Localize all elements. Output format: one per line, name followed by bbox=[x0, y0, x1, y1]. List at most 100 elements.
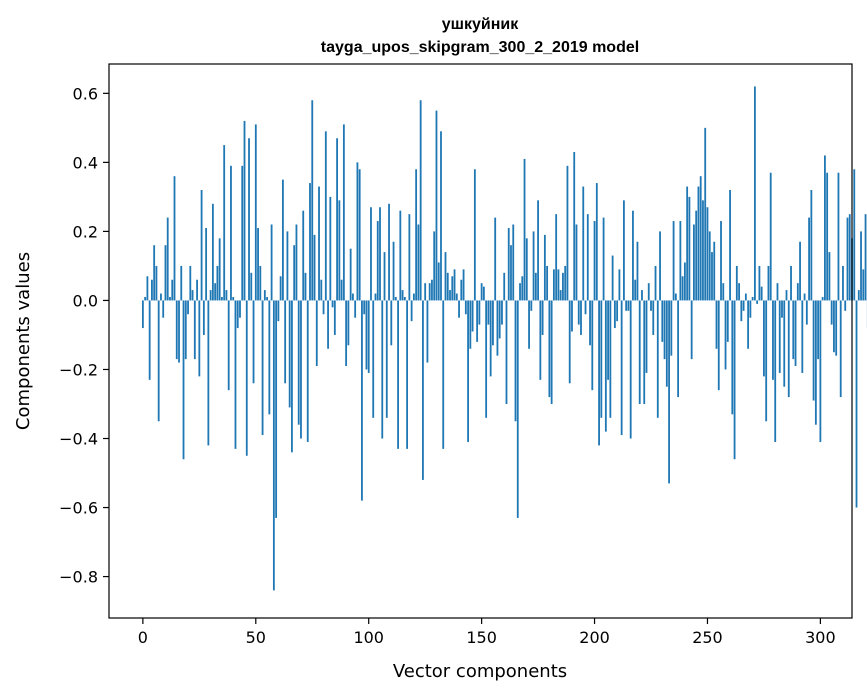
bar-268 bbox=[747, 300, 750, 349]
bar-132 bbox=[440, 131, 442, 301]
bar-103 bbox=[374, 293, 377, 301]
bar-185 bbox=[559, 290, 562, 301]
bar-192 bbox=[575, 224, 578, 301]
bar-82 bbox=[327, 300, 329, 349]
x-tick-label: 250 bbox=[692, 628, 723, 647]
bar-295 bbox=[808, 217, 810, 301]
bar-125 bbox=[424, 283, 427, 301]
bar-157 bbox=[496, 300, 499, 356]
bar-150 bbox=[480, 283, 483, 301]
bar-172 bbox=[530, 300, 533, 311]
bar-101 bbox=[370, 207, 372, 301]
bar-130 bbox=[435, 110, 438, 301]
bar-23 bbox=[193, 300, 196, 360]
bar-68 bbox=[295, 224, 298, 301]
bar-308 bbox=[837, 172, 840, 301]
bar-216 bbox=[629, 300, 632, 439]
bar-281 bbox=[776, 283, 779, 301]
bar-195 bbox=[582, 186, 585, 301]
bar-266 bbox=[742, 300, 745, 311]
bar-85 bbox=[333, 300, 336, 335]
bar-110 bbox=[390, 300, 393, 346]
bar-184 bbox=[557, 269, 560, 301]
bar-300 bbox=[819, 300, 822, 442]
bar-176 bbox=[539, 300, 542, 380]
bar-59 bbox=[275, 300, 278, 518]
bar-77 bbox=[315, 300, 318, 367]
bar-170 bbox=[525, 238, 528, 301]
bar-22 bbox=[191, 290, 194, 301]
bar-190 bbox=[571, 300, 573, 332]
bar-115 bbox=[401, 290, 404, 301]
bar-200 bbox=[593, 221, 596, 301]
bar-140 bbox=[458, 300, 460, 318]
bar-90 bbox=[345, 300, 348, 367]
bar-61 bbox=[279, 276, 282, 301]
bar-237 bbox=[677, 300, 680, 398]
bar-199 bbox=[591, 300, 594, 391]
bar-57 bbox=[270, 224, 273, 301]
bar-240 bbox=[683, 262, 686, 301]
bar-236 bbox=[674, 293, 677, 301]
bar-309 bbox=[839, 300, 842, 398]
bar-232 bbox=[665, 300, 668, 387]
bar-127 bbox=[428, 283, 431, 301]
bar-260 bbox=[729, 189, 731, 301]
bar-276 bbox=[765, 300, 768, 422]
bar-72 bbox=[304, 272, 307, 301]
bar-62 bbox=[281, 179, 284, 301]
x-tick-label: 100 bbox=[353, 628, 384, 647]
bar-303 bbox=[826, 172, 829, 301]
bar-294 bbox=[805, 300, 808, 325]
bar-155 bbox=[492, 300, 494, 346]
y-tick-label: 0.4 bbox=[73, 153, 98, 172]
bar-246 bbox=[697, 186, 700, 301]
bar-102 bbox=[372, 300, 375, 418]
bar-65 bbox=[288, 300, 291, 408]
bar-227 bbox=[654, 265, 657, 301]
bar-181 bbox=[550, 300, 553, 404]
bar-194 bbox=[580, 300, 582, 335]
bar-307 bbox=[835, 300, 838, 356]
bar-313 bbox=[848, 214, 851, 301]
bar-320 bbox=[864, 214, 867, 301]
bar-187 bbox=[564, 265, 567, 301]
bar-173 bbox=[532, 231, 535, 301]
bar-97 bbox=[361, 300, 363, 501]
bar-24 bbox=[196, 279, 198, 301]
bar-197 bbox=[586, 214, 589, 301]
y-tick-label: −0.2 bbox=[59, 360, 98, 379]
bar-63 bbox=[284, 300, 287, 384]
bar-20 bbox=[187, 300, 189, 315]
bar-273 bbox=[758, 265, 761, 301]
bar-28 bbox=[205, 227, 208, 301]
bar-4 bbox=[151, 279, 153, 301]
bar-67 bbox=[293, 245, 296, 301]
bar-45 bbox=[243, 120, 246, 301]
bar-317 bbox=[857, 290, 860, 301]
bar-159 bbox=[501, 300, 503, 325]
bar-257 bbox=[722, 283, 725, 301]
bar-41 bbox=[234, 300, 237, 449]
bar-177 bbox=[541, 300, 544, 335]
bar-121 bbox=[415, 169, 418, 301]
bar-48 bbox=[250, 272, 253, 301]
bar-203 bbox=[600, 300, 603, 418]
bar-137 bbox=[451, 276, 454, 301]
bar-171 bbox=[528, 300, 530, 349]
bar-71 bbox=[302, 210, 305, 301]
y-tick-label: −0.6 bbox=[59, 499, 98, 518]
bar-312 bbox=[846, 217, 849, 301]
bar-1 bbox=[144, 296, 147, 301]
bar-50 bbox=[254, 124, 257, 301]
bar-15 bbox=[175, 300, 178, 360]
bar-118 bbox=[408, 214, 411, 301]
bar-106 bbox=[381, 300, 384, 439]
bar-44 bbox=[241, 165, 244, 301]
bar-238 bbox=[679, 221, 682, 301]
bar-241 bbox=[686, 186, 689, 301]
bar-93 bbox=[352, 293, 354, 301]
bar-275 bbox=[763, 300, 765, 377]
x-tick-label: 50 bbox=[246, 628, 266, 647]
bar-168 bbox=[521, 276, 524, 301]
